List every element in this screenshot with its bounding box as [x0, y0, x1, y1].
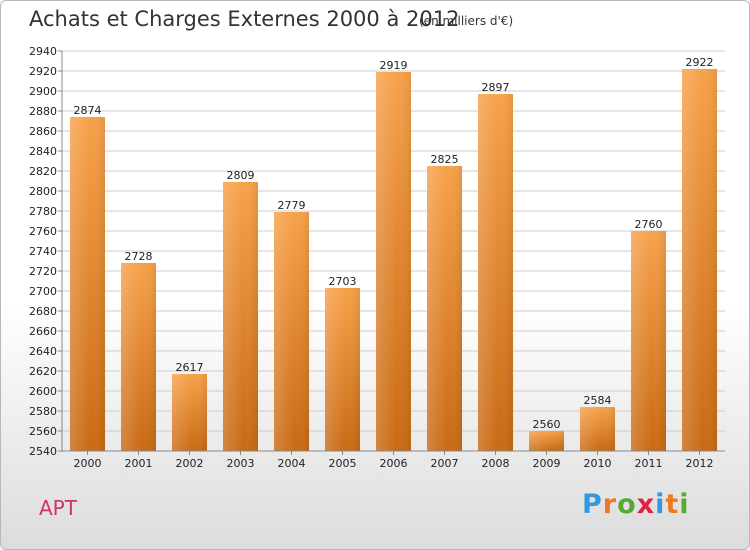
bar-shade-2005	[325, 288, 360, 451]
x-tick-label-2012: 2012	[686, 457, 714, 470]
x-tick-label-2010: 2010	[584, 457, 612, 470]
y-tick-label: 2820	[29, 165, 57, 178]
x-tick-label-2011: 2011	[635, 457, 663, 470]
bar-shade-2002	[172, 374, 207, 451]
brand-letter: i	[679, 489, 690, 520]
y-tick-label: 2680	[29, 305, 57, 318]
x-tick-label-2004: 2004	[278, 457, 306, 470]
x-tick-label-2001: 2001	[125, 457, 153, 470]
brand-letter: t	[665, 489, 680, 520]
brand-letter: i	[655, 489, 666, 520]
y-tick-label: 2800	[29, 185, 57, 198]
brand-letter: o	[617, 489, 637, 520]
data-label-2011: 2760	[635, 218, 663, 231]
data-label-2012: 2922	[686, 56, 714, 69]
brand-letter: x	[636, 489, 656, 520]
bar-shade-2004	[274, 212, 309, 451]
bar-shade-2000	[70, 117, 105, 451]
x-tick-label-2008: 2008	[482, 457, 510, 470]
y-tick-label: 2860	[29, 125, 57, 138]
x-tick-label-2005: 2005	[329, 457, 357, 470]
y-tick-label: 2740	[29, 245, 57, 258]
y-tick-label: 2660	[29, 325, 57, 338]
data-label-2009: 2560	[533, 418, 561, 431]
y-tick-label: 2640	[29, 345, 57, 358]
bar-shade-2009	[529, 431, 564, 451]
y-tick-label: 2840	[29, 145, 57, 158]
bar-shade-2001	[121, 263, 156, 451]
y-tick-label: 2580	[29, 405, 57, 418]
brand-letter: P	[582, 489, 603, 520]
data-label-2000: 2874	[74, 104, 102, 117]
bar-shade-2012	[682, 69, 717, 451]
brand-letter: r	[602, 489, 618, 520]
data-label-2003: 2809	[227, 169, 255, 182]
bar-shade-2007	[427, 166, 462, 451]
y-tick-label: 2700	[29, 285, 57, 298]
chart-subtitle: (en milliers d'€)	[419, 14, 514, 28]
x-tick-label-2003: 2003	[227, 457, 255, 470]
data-label-2006: 2919	[380, 59, 408, 72]
data-label-2007: 2825	[431, 153, 459, 166]
x-tick-label-2006: 2006	[380, 457, 408, 470]
y-tick-label: 2760	[29, 225, 57, 238]
data-label-2008: 2897	[482, 81, 510, 94]
y-tick-label: 2940	[29, 45, 57, 58]
entity-label: APT	[39, 496, 77, 520]
data-label-2002: 2617	[176, 361, 204, 374]
y-tick-label: 2600	[29, 385, 57, 398]
bar-shade-2006	[376, 72, 411, 451]
bar-shade-2011	[631, 231, 666, 451]
data-label-2001: 2728	[125, 250, 153, 263]
bar-shade-2003	[223, 182, 258, 451]
data-label-2004: 2779	[278, 199, 306, 212]
y-tick-label: 2540	[29, 445, 57, 458]
data-label-2010: 2584	[584, 394, 612, 407]
axes: 2540 2560 2580 2600 2620 2640 2660 2680 2700 2720…	[29, 45, 725, 470]
y-tick-label: 2920	[29, 65, 57, 78]
bars: 2874 2728 2617 2809 2779 2703 2919 2825 2897 2560…	[70, 56, 717, 451]
bar-shade-2010	[580, 407, 615, 451]
x-tick-label-2002: 2002	[176, 457, 204, 470]
x-tick-label-2009: 2009	[533, 457, 561, 470]
chart-title: Achats et Charges Externes 2000 à 2012	[29, 7, 460, 31]
y-tick-label: 2780	[29, 205, 57, 218]
y-tick-label: 2900	[29, 85, 57, 98]
y-tick-label: 2720	[29, 265, 57, 278]
y-tick-label: 2560	[29, 425, 57, 438]
proxiti-logo[interactable]: Proxiti	[582, 489, 690, 520]
x-tick-label-2000: 2000	[74, 457, 102, 470]
y-tick-label: 2620	[29, 365, 57, 378]
bar-shade-2008	[478, 94, 513, 451]
x-tick-label-2007: 2007	[431, 457, 459, 470]
y-tick-label: 2880	[29, 105, 57, 118]
data-label-2005: 2703	[329, 275, 357, 288]
